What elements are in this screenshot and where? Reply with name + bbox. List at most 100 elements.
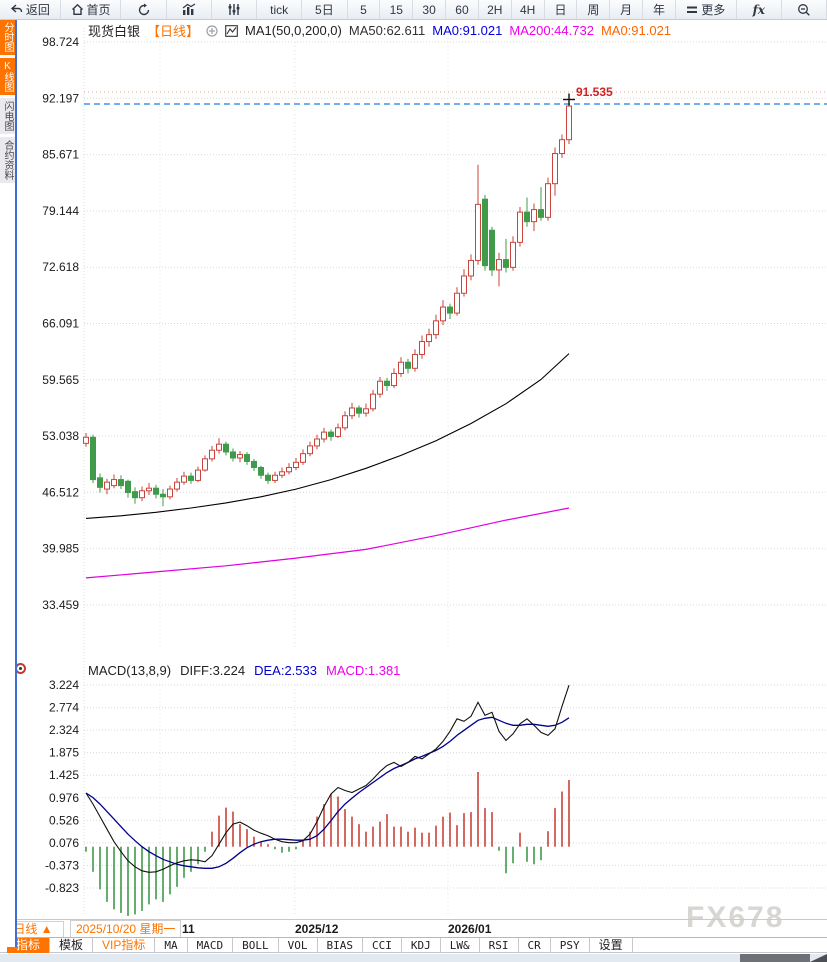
svg-text:1.875: 1.875	[49, 746, 79, 760]
svg-text:98.724: 98.724	[42, 35, 79, 49]
tab-templates[interactable]: 模板	[50, 937, 94, 953]
circle-plus-icon	[206, 24, 218, 37]
zoom-out-icon	[798, 3, 810, 16]
period-60m[interactable]: 60	[446, 0, 479, 19]
tab-vip-indicators[interactable]: VIP指标	[93, 937, 156, 953]
instrument-name: 现货白银	[88, 24, 141, 39]
sidebar-tab-kline-chart[interactable]: K线图	[0, 58, 15, 95]
zoom-out-button[interactable]	[782, 0, 827, 19]
x-tick-dec: 2025/12	[295, 922, 339, 936]
date-tooltip: 2025/10/20 星期一	[70, 920, 182, 938]
period-week[interactable]: 周	[577, 0, 611, 19]
svg-text:66.091: 66.091	[42, 317, 79, 331]
tab-cci[interactable]: CCI	[363, 937, 402, 953]
svg-text:46.512: 46.512	[42, 485, 79, 499]
svg-text:3.224: 3.224	[49, 678, 79, 692]
svg-text:1.425: 1.425	[49, 768, 79, 782]
sidebar-tab-contract-info[interactable]: 合约资料	[0, 137, 15, 183]
tab-lw[interactable]: LW&	[441, 937, 480, 953]
tab-ma[interactable]: MA	[155, 937, 188, 953]
macd-macd-value: MACD:1.381	[325, 663, 401, 678]
svg-text:0.076: 0.076	[49, 836, 79, 850]
period-15m[interactable]: 15	[380, 0, 414, 19]
tab-vol[interactable]: VOL	[279, 937, 318, 953]
sidebar-chart-modes: 分时图 K线图 闪电图 合约资料	[0, 19, 17, 947]
period-5d-label: 5日	[315, 3, 334, 17]
indicator-settings-button[interactable]	[212, 0, 258, 19]
home-icon	[71, 3, 83, 15]
period-4h[interactable]: 4H	[512, 0, 545, 19]
tab-psy[interactable]: PSY	[551, 937, 590, 953]
chart-type-button[interactable]	[167, 0, 212, 19]
x-tick-nov: 11	[182, 922, 195, 936]
period-tag: 【日线】	[147, 24, 200, 39]
svg-text:0.976: 0.976	[49, 791, 79, 805]
svg-text:-0.823: -0.823	[45, 881, 79, 895]
svg-text:39.985: 39.985	[42, 542, 79, 556]
svg-text:59.565: 59.565	[42, 373, 79, 387]
tab-cr[interactable]: CR	[519, 937, 551, 953]
svg-text:85.671: 85.671	[42, 148, 79, 162]
macd-header: MACD(13,8,9) DIFF:3.224 DEA:2.533 MACD:1…	[88, 663, 400, 678]
refresh-button[interactable]	[121, 0, 167, 19]
svg-text:91.535: 91.535	[576, 85, 613, 99]
period-month[interactable]: 月	[610, 0, 644, 19]
horizontal-scrollbar[interactable]	[0, 954, 827, 962]
watermark: FX678	[686, 901, 785, 934]
x-tick-jan: 2026/01	[448, 922, 492, 936]
macd-formula: MACD(13,8,9)	[88, 663, 172, 678]
svg-text:53.038: 53.038	[42, 429, 79, 443]
chart-header: 现货白银 【日线】 MA1(50,0,200,0) MA50:62.611 MA…	[88, 21, 671, 40]
back-arrow-icon	[10, 4, 23, 13]
period-tick[interactable]: tick	[257, 0, 303, 19]
main-chart-canvas[interactable]: 98.724 92.197 85.671 79.144 72.618 66.091 59.5…	[0, 0, 827, 919]
period-day[interactable]: 日	[545, 0, 578, 19]
more-label: 更多	[701, 3, 726, 17]
period-5d[interactable]: 5日	[302, 0, 348, 19]
svg-text:0.526: 0.526	[49, 813, 79, 827]
tab-bias[interactable]: BIAS	[318, 937, 363, 953]
ma-formula: MA1(50,0,200,0)	[245, 23, 342, 38]
tab-rsi[interactable]: RSI	[480, 937, 519, 953]
date-axis-row: 日线 ▲ 2025/10/20 星期一 11 2025/12 2026/01	[0, 919, 827, 938]
period-30m[interactable]: 30	[413, 0, 447, 19]
period-dropdown[interactable]: 日线 ▲	[2, 921, 64, 938]
sidebar-tab-time-chart[interactable]: 分时图	[0, 19, 15, 55]
home-button[interactable]: 首页	[61, 0, 122, 19]
sidebar-tab-lightning-chart[interactable]: 闪电图	[0, 98, 15, 134]
period-year[interactable]: 年	[643, 0, 676, 19]
toolbar-top: 返回 首页 tick 5日 5 15 30 60 2H 4H 日 周 月 年 更…	[0, 0, 827, 20]
bar-chart-icon	[182, 3, 196, 15]
add-indicator-button[interactable]	[206, 24, 218, 37]
tab-boll[interactable]: BOLL	[233, 937, 279, 953]
ma200-value: MA200:44.732	[509, 23, 594, 38]
svg-text:-0.373: -0.373	[45, 858, 79, 872]
fx-button[interactable]: fx	[737, 0, 782, 19]
toolbar-indicators: 指标 模板 VIP指标 MA MACD BOLL VOL BIAS CCI KD…	[0, 937, 827, 953]
period-5m[interactable]: 5	[348, 0, 381, 19]
scrollbar-grip[interactable]	[810, 954, 827, 962]
refresh-icon	[138, 3, 149, 15]
more-button[interactable]: 更多	[676, 0, 737, 19]
svg-text:2.774: 2.774	[49, 701, 79, 715]
ma50-value: MA50:62.611	[348, 23, 426, 38]
svg-text:72.618: 72.618	[42, 260, 79, 274]
tab-kdj[interactable]: KDJ	[402, 937, 441, 953]
svg-text:2.324: 2.324	[49, 723, 79, 737]
tab-settings[interactable]: 设置	[590, 937, 633, 953]
svg-text:33.459: 33.459	[42, 598, 79, 612]
tick-label: tick	[270, 2, 289, 17]
period-2h[interactable]: 2H	[479, 0, 512, 19]
svg-text:79.144: 79.144	[42, 204, 79, 218]
tab-indicators[interactable]: 指标	[7, 937, 51, 953]
svg-text:92.197: 92.197	[42, 91, 79, 105]
macd-dea-value: DEA:2.533	[254, 663, 317, 678]
home-label: 首页	[86, 3, 111, 17]
macd-diff-value: DIFF:3.224	[180, 663, 246, 678]
tab-macd[interactable]: MACD	[188, 937, 234, 953]
ma-chart-glyph-icon	[225, 24, 238, 37]
fx-label: fx	[752, 2, 765, 17]
scrollbar-thumb[interactable]	[740, 954, 810, 962]
back-button[interactable]: 返回	[0, 0, 61, 19]
